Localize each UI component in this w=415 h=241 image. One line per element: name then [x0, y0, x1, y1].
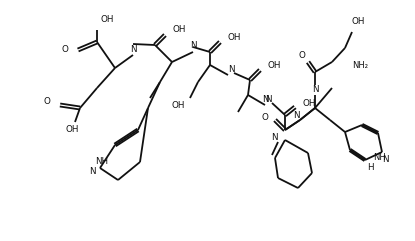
Text: OH: OH — [172, 26, 186, 34]
Text: N: N — [293, 111, 300, 120]
Text: N: N — [228, 66, 234, 74]
Text: NH: NH — [373, 154, 386, 162]
Text: N: N — [312, 86, 318, 94]
Text: N: N — [262, 95, 268, 105]
Text: N: N — [265, 95, 271, 105]
Text: OH: OH — [171, 100, 185, 109]
Text: N: N — [382, 155, 388, 165]
Text: OH: OH — [267, 60, 281, 69]
Text: OH: OH — [351, 18, 365, 27]
Text: N: N — [190, 41, 196, 51]
Text: OH: OH — [302, 99, 315, 107]
Text: O: O — [43, 98, 50, 107]
Text: O: O — [298, 51, 305, 60]
Text: H: H — [367, 163, 374, 173]
Text: N: N — [130, 45, 136, 54]
Text: O: O — [261, 113, 268, 121]
Text: OH: OH — [65, 126, 79, 134]
Text: NH: NH — [95, 158, 108, 167]
Text: O: O — [61, 46, 68, 54]
Text: NH₂: NH₂ — [352, 60, 368, 69]
Text: N: N — [271, 134, 278, 142]
Text: OH: OH — [100, 15, 114, 25]
Text: N: N — [90, 167, 96, 176]
Text: OH: OH — [227, 33, 241, 41]
